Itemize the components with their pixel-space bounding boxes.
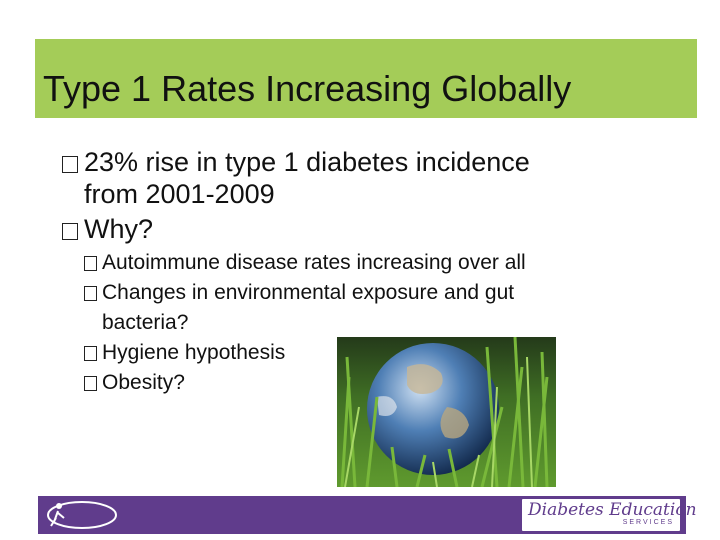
sub-bullet-item: Changes in environmental exposure and gu… xyxy=(62,278,582,338)
brand-subtitle: SERVICES xyxy=(622,519,674,526)
brand-name: Diabetes Education xyxy=(528,500,697,520)
sub-bullet-text: Obesity? xyxy=(102,371,185,394)
footer-bar: Diabetes Education SERVICES xyxy=(38,496,697,534)
sub-bullet-item: Autoimmune disease rates increasing over… xyxy=(62,248,582,278)
sub-bullet-item: Obesity? xyxy=(62,368,582,398)
title-bar: Type 1 Rates Increasing Globally xyxy=(35,39,697,118)
square-bullet-icon xyxy=(84,256,97,271)
square-bullet-icon xyxy=(62,223,78,240)
square-bullet-icon xyxy=(84,286,97,301)
bullet-item: 23% rise in type 1 diabetes incidence fr… xyxy=(62,146,582,210)
square-bullet-icon xyxy=(84,376,97,391)
sub-bullet-text: Hygiene hypothesis xyxy=(102,341,286,364)
square-bullet-icon xyxy=(84,346,97,361)
bullet-item: Why? xyxy=(62,213,582,245)
earth-in-grass-illustration xyxy=(340,337,549,487)
sub-bullet-item: Hygiene hypothesis xyxy=(62,338,582,368)
runner-logo-icon xyxy=(47,501,117,529)
brand-logo: Diabetes Education SERVICES xyxy=(522,499,697,531)
slide-title: Type 1 Rates Increasing Globally xyxy=(43,68,572,109)
sub-bullet-text: Changes in environmental exposure and gu… xyxy=(102,281,515,334)
bullet-list: 23% rise in type 1 diabetes incidence fr… xyxy=(62,146,582,398)
bullet-text: 23% rise in type 1 diabetes incidence fr… xyxy=(84,147,530,209)
earth-in-grass-photo xyxy=(337,337,556,487)
square-bullet-icon xyxy=(62,156,78,173)
bullet-text: Why? xyxy=(84,214,154,244)
sub-bullet-text: Autoimmune disease rates increasing over… xyxy=(102,251,526,274)
